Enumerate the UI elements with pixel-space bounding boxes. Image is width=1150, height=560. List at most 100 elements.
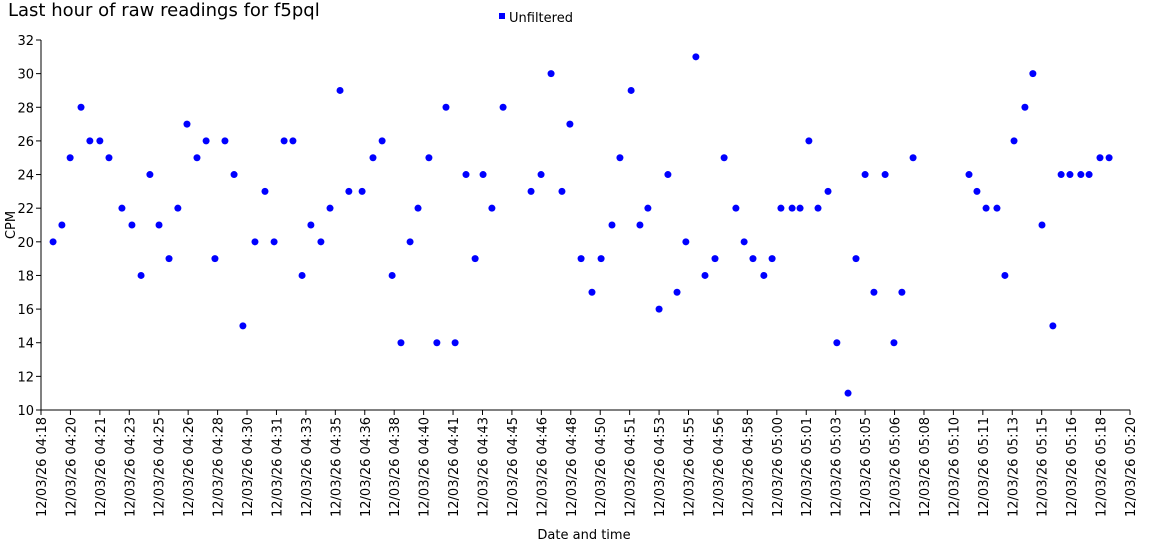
point — [211, 255, 219, 263]
x-tick-label: 12/03/26 04:28 — [212, 417, 227, 517]
y-axis-label: CPM — [4, 211, 19, 239]
point — [239, 322, 247, 330]
point — [636, 221, 644, 229]
x-tick-label: 12/03/26 05:13 — [1006, 417, 1021, 517]
point — [796, 204, 804, 212]
x-tick-label: 12/03/26 04:46 — [535, 417, 550, 517]
x-tick-label: 12/03/26 04:23 — [123, 417, 138, 517]
y-tick-label: 32 — [17, 34, 34, 49]
x-axis-label: Date and time — [537, 528, 630, 543]
point — [307, 221, 315, 229]
x-tick-label: 12/03/26 05:01 — [800, 417, 815, 517]
point — [577, 255, 585, 263]
point — [425, 154, 433, 162]
x-tick-label: 12/03/26 05:11 — [977, 417, 992, 517]
legend-label: Unfiltered — [509, 11, 573, 26]
point — [388, 271, 396, 279]
point — [397, 339, 405, 347]
point — [49, 238, 57, 246]
point — [462, 171, 470, 179]
x-tick-label: 12/03/26 05:20 — [1124, 417, 1139, 517]
point — [406, 238, 414, 246]
x-tick-label: 12/03/26 04:20 — [64, 417, 79, 517]
point — [844, 389, 852, 397]
x-tick-label: 12/03/26 05:08 — [918, 417, 933, 517]
x-tick-label: 12/03/26 05:03 — [830, 417, 845, 517]
point — [471, 255, 479, 263]
x-tick-label: 12/03/26 04:55 — [683, 417, 698, 517]
point — [1085, 171, 1093, 179]
point — [768, 255, 776, 263]
point — [1010, 137, 1018, 145]
point — [251, 238, 259, 246]
point — [805, 137, 813, 145]
point — [682, 238, 690, 246]
x-tick-label: 12/03/26 04:50 — [594, 417, 609, 517]
legend-swatch — [499, 13, 505, 19]
point — [993, 204, 1001, 212]
point — [479, 171, 487, 179]
x-tick-label: 12/03/26 04:21 — [94, 417, 109, 517]
point — [711, 255, 719, 263]
point — [221, 137, 229, 145]
x-tick-label: 12/03/26 04:41 — [447, 417, 462, 517]
x-tick-label: 12/03/26 04:53 — [653, 417, 668, 517]
point — [1096, 154, 1104, 162]
point — [547, 70, 555, 78]
point — [740, 238, 748, 246]
x-tick-label: 12/03/26 04:31 — [270, 417, 285, 517]
point — [155, 221, 163, 229]
point — [317, 238, 325, 246]
point — [137, 271, 145, 279]
chart-title: Last hour of raw readings for f5pql — [8, 0, 320, 21]
point — [527, 187, 535, 195]
point — [202, 137, 210, 145]
y-tick-label: 18 — [17, 269, 34, 284]
x-tick-label: 12/03/26 04:48 — [565, 417, 580, 517]
y-tick-label: 30 — [17, 68, 34, 83]
point — [890, 339, 898, 347]
x-tick-label: 12/03/26 04:56 — [712, 417, 727, 517]
y-tick-label: 14 — [17, 337, 34, 352]
point — [861, 171, 869, 179]
point — [664, 171, 672, 179]
point — [193, 154, 201, 162]
point — [644, 204, 652, 212]
x-tick-label: 12/03/26 04:45 — [506, 417, 521, 517]
x-tick-label: 12/03/26 05:00 — [771, 417, 786, 517]
point — [852, 255, 860, 263]
point — [442, 103, 450, 111]
point — [1066, 171, 1074, 179]
point — [118, 204, 126, 212]
point — [451, 339, 459, 347]
point — [627, 86, 635, 94]
x-tick-label: 12/03/26 04:38 — [388, 417, 403, 517]
x-tick-label: 12/03/26 04:25 — [153, 417, 168, 517]
point — [973, 187, 981, 195]
point — [270, 238, 278, 246]
point — [58, 221, 66, 229]
x-tick-label: 12/03/26 04:58 — [741, 417, 756, 517]
y-tick-label: 24 — [17, 169, 34, 184]
point — [566, 120, 574, 128]
point — [1049, 322, 1057, 330]
point — [183, 120, 191, 128]
point — [655, 305, 663, 313]
point — [378, 137, 386, 145]
point — [760, 271, 768, 279]
point — [824, 187, 832, 195]
x-tick-label: 12/03/26 05:16 — [1065, 417, 1080, 517]
point — [499, 103, 507, 111]
point — [326, 204, 334, 212]
point — [146, 171, 154, 179]
point — [488, 204, 496, 212]
point — [673, 288, 681, 296]
point — [608, 221, 616, 229]
point — [814, 204, 822, 212]
x-tick-label: 12/03/26 04:36 — [359, 417, 374, 517]
point — [96, 137, 104, 145]
point — [1001, 271, 1009, 279]
point — [165, 255, 173, 263]
point — [965, 171, 973, 179]
